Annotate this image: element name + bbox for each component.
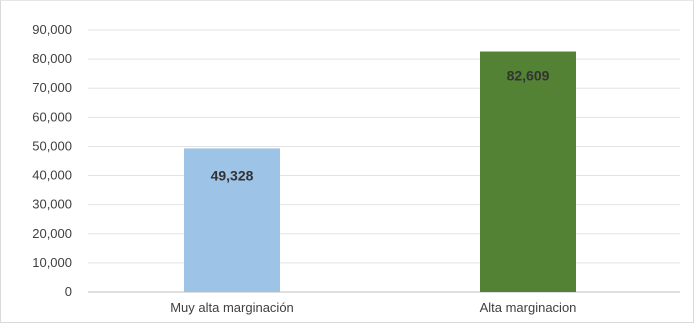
y-tick-label: 90,000 <box>32 22 72 37</box>
y-tick-label: 10,000 <box>32 255 72 270</box>
y-tick-label: 40,000 <box>32 168 72 183</box>
y-tick-label: 0 <box>65 284 72 299</box>
y-tick-label: 60,000 <box>32 109 72 124</box>
x-category-label: Muy alta marginación <box>170 300 294 315</box>
x-category-label: Alta marginacion <box>480 300 577 315</box>
y-tick-label: 50,000 <box>32 138 72 153</box>
data-label: 49,328 <box>211 167 254 183</box>
y-tick-label: 30,000 <box>32 197 72 212</box>
data-label: 82,609 <box>507 68 550 84</box>
y-tick-label: 20,000 <box>32 226 72 241</box>
y-tick-label: 70,000 <box>32 80 72 95</box>
bar <box>184 148 280 292</box>
bar <box>480 51 576 292</box>
y-tick-label: 80,000 <box>32 51 72 66</box>
